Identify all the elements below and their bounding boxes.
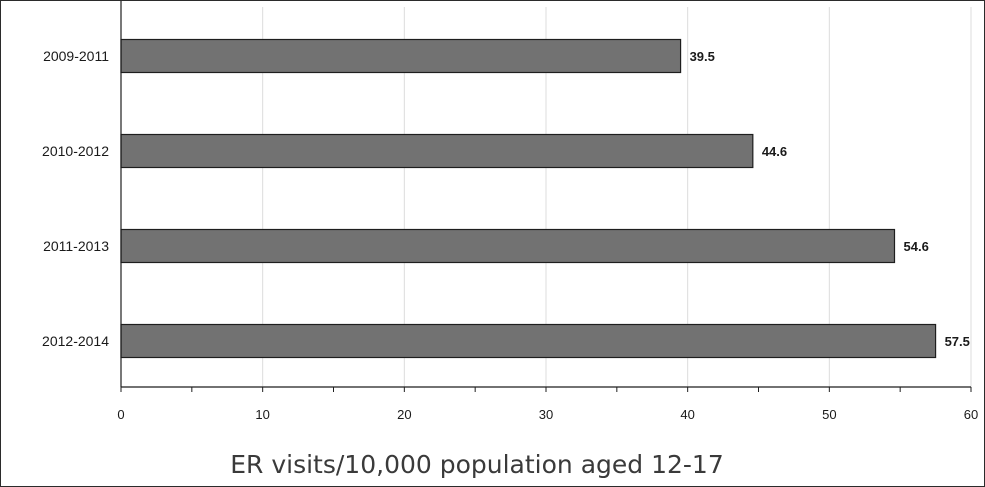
- labels: 39.5 2009-2011 44.6 2010-2012 54.6 2011-2013 5…: [42, 48, 978, 422]
- value-label-2009-2011: 39.5: [690, 49, 715, 64]
- category-label-2012-2014: 2012-2014: [42, 333, 109, 349]
- x-axis-title: ER visits/10,000 population aged 12-17: [230, 450, 724, 479]
- x-tick-label-20: 20: [397, 407, 411, 422]
- x-tick-label-30: 30: [539, 407, 553, 422]
- axes: [120, 1, 972, 392]
- value-label-2011-2013: 54.6: [904, 239, 929, 254]
- category-label-2009-2011: 2009-2011: [43, 48, 109, 64]
- x-tick-label-40: 40: [680, 407, 694, 422]
- x-tick-label-60: 60: [964, 407, 978, 422]
- bar-2011-2013: [120, 228, 896, 264]
- bar-2009-2011: [120, 38, 682, 74]
- bars: [120, 38, 937, 359]
- bar-2012-2014: [120, 323, 937, 359]
- category-label-2010-2012: 2010-2012: [42, 143, 109, 159]
- value-label-2010-2012: 44.6: [762, 144, 787, 159]
- category-label-2011-2013: 2011-2013: [43, 238, 109, 254]
- x-tick-label-0: 0: [117, 407, 124, 422]
- x-tick-label-50: 50: [822, 407, 836, 422]
- value-label-2012-2014: 57.5: [945, 334, 970, 349]
- bar-2010-2012: [120, 133, 754, 169]
- x-tick-label-10: 10: [255, 407, 269, 422]
